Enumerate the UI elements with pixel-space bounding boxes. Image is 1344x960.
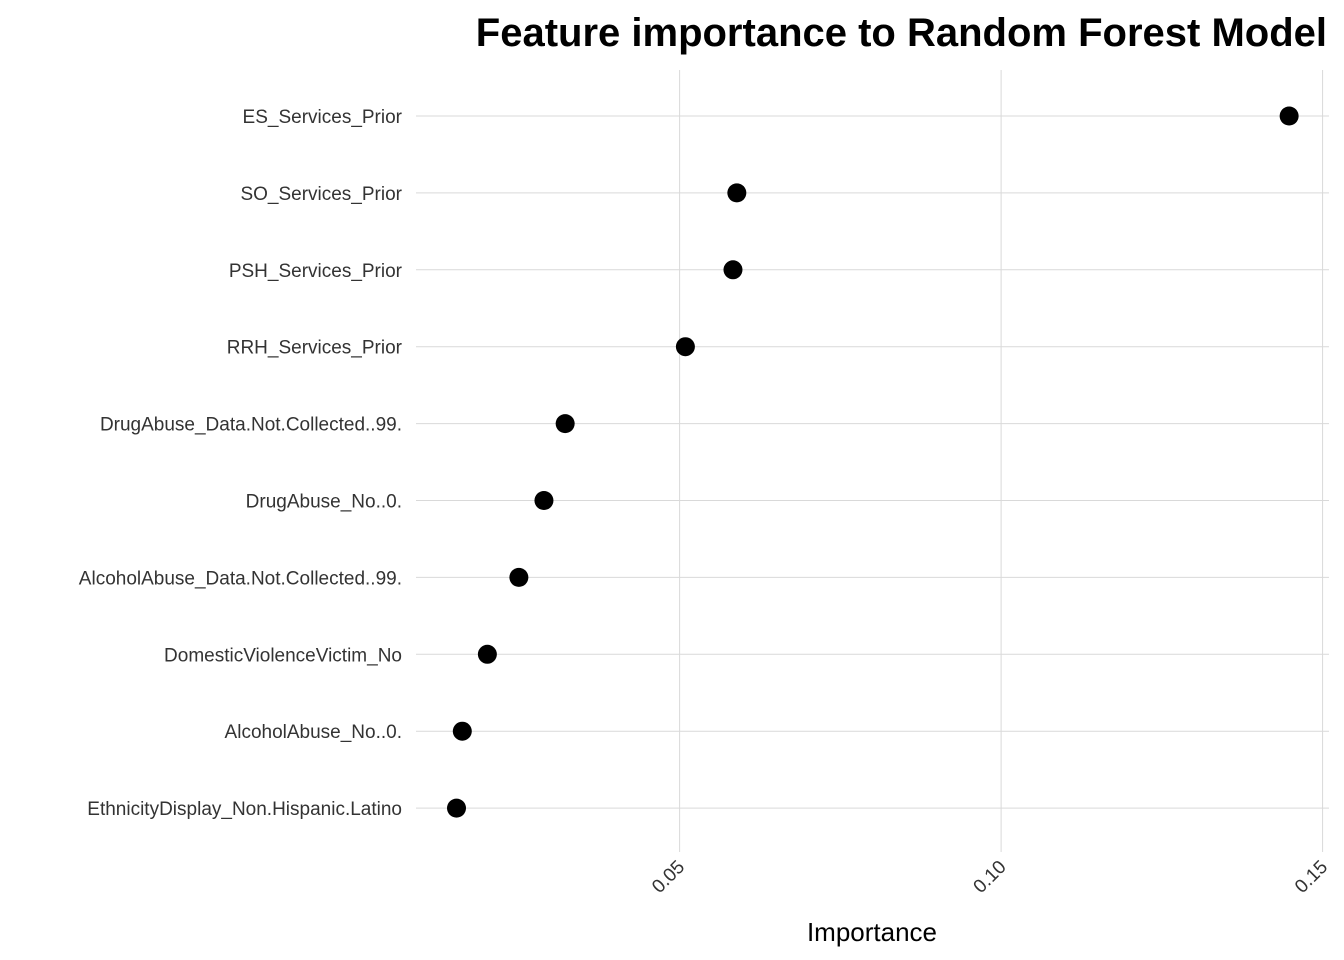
y-label-7: DomesticViolenceVictim_No (164, 645, 402, 666)
point-9 (447, 798, 467, 818)
chart-title: Feature importance to Random Forest Mode… (476, 11, 1327, 55)
vertical-gridlines (679, 70, 1324, 852)
y-label-0: ES_Services_Prior (243, 107, 403, 128)
point-4 (555, 414, 575, 434)
y-label-3: RRH_Services_Prior (227, 338, 403, 359)
x-tick-label-2: 0.15 (1291, 857, 1332, 898)
point-5 (534, 491, 554, 510)
y-label-5: DrugAbuse_No..0. (246, 492, 402, 513)
y-label-9: EthnicityDisplay_Non.Hispanic.Latino (87, 799, 402, 820)
data-points (447, 106, 1299, 818)
point-0 (1279, 106, 1299, 126)
x-tick-label-1: 0.10 (970, 857, 1011, 898)
y-label-4: DrugAbuse_Data.Not.Collected..99. (100, 415, 402, 436)
point-1 (727, 183, 747, 203)
point-6 (509, 567, 529, 587)
x-tick-label-0: 0.05 (648, 857, 689, 898)
point-3 (675, 337, 695, 357)
y-label-1: SO_Services_Prior (240, 184, 402, 205)
point-8 (452, 721, 472, 741)
y-label-6: AlcoholAbuse_Data.Not.Collected..99. (79, 568, 402, 589)
y-label-2: PSH_Services_Prior (229, 261, 403, 282)
horizontal-gridlines (416, 115, 1329, 809)
point-2 (723, 260, 743, 280)
y-label-8: AlcoholAbuse_No..0. (225, 722, 402, 743)
point-7 (477, 644, 497, 664)
x-axis-label: Importance (807, 917, 937, 947)
y-axis-labels: ES_Services_Prior SO_Services_Prior PSH_Se… (79, 107, 403, 820)
x-axis-ticks: 0.05 0.10 0.15 (648, 857, 1332, 898)
